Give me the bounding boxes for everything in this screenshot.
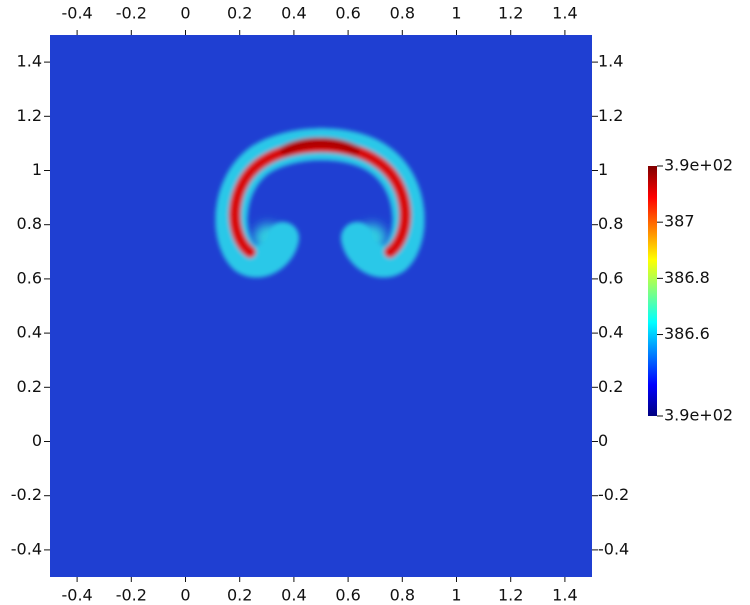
x-tick-label: -0.4 [61,4,92,23]
x-tick-label: 1.2 [498,4,523,23]
y-tick-label: 0.2 [17,377,42,396]
y-tick-label: -0.2 [11,485,42,504]
y-tick-label: 1.4 [17,52,42,71]
y-tick-label: 1.4 [598,52,623,71]
x-tick-label: -0.2 [116,586,147,605]
y-tick-label: 0 [598,431,608,450]
x-tick-label: -0.4 [61,586,92,605]
field-plume [231,143,408,262]
x-tick-label: 1.2 [498,586,523,605]
y-tick-label: 0.8 [17,214,42,233]
x-tick-label: 1.4 [552,4,577,23]
y-tick-label: -0.4 [11,539,42,558]
y-tick-label: 0 [32,431,42,450]
y-tick-label: 0.6 [598,268,623,287]
plume-core [280,137,360,155]
y-tick-label: 1 [32,160,42,179]
y-tick-label: 0.4 [17,323,42,342]
colorbar-tick-label: 386.8 [664,268,710,287]
colorbar [648,166,657,416]
y-tick-label: 0.2 [598,377,623,396]
x-tick-label: 0 [180,586,190,605]
colorbar-tick-label: 3.9e+02 [664,156,733,175]
x-tick-label: 0 [180,4,190,23]
x-tick-label: 0.6 [335,586,360,605]
x-tick-label: 0.6 [335,4,360,23]
x-tick-label: 0.4 [281,4,306,23]
x-tick-label: -0.2 [116,4,147,23]
x-tick-label: 1 [451,586,461,605]
y-tick-label: 0.6 [17,268,42,287]
colorbar-tick-label: 386.6 [664,324,710,343]
y-tick-label: 1.2 [598,106,623,125]
y-tick-label: 1.2 [17,106,42,125]
x-tick-label: 0.2 [227,586,252,605]
x-tick-label: 0.4 [281,586,306,605]
colorbar-tick-label: 3.9e+02 [664,406,733,425]
x-tick-label: 0.2 [227,4,252,23]
x-tick-label: 1 [451,4,461,23]
x-tick-label: 0.8 [390,586,415,605]
y-tick-label: -0.4 [598,539,629,558]
colorbar-tick-label: 387 [664,212,695,231]
y-tick-label: -0.2 [598,485,629,504]
field-background [50,35,592,577]
y-tick-label: 0.4 [598,323,623,342]
x-tick-label: 0.8 [390,4,415,23]
x-tick-label: 1.4 [552,586,577,605]
y-tick-label: 0.8 [598,214,623,233]
y-tick-label: 1 [598,160,608,179]
